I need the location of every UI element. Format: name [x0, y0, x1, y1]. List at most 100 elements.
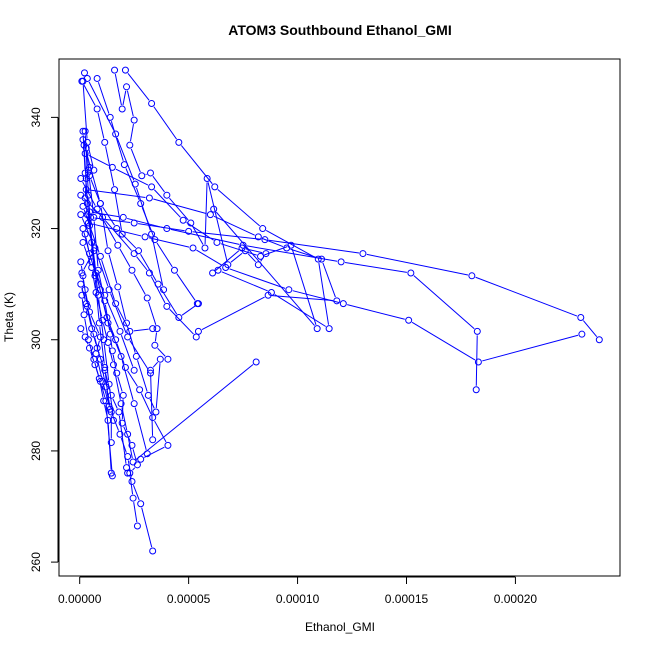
- series-segment: [103, 324, 108, 339]
- series-11: [79, 238, 260, 466]
- data-point: [313, 325, 321, 333]
- data-point: [148, 99, 156, 107]
- data-point: [79, 225, 87, 233]
- series-segment: [127, 438, 133, 459]
- series-segment: [115, 168, 149, 186]
- series-segment: [82, 331, 84, 334]
- data-point: [119, 213, 127, 221]
- data-point: [126, 141, 134, 149]
- data-point: [164, 355, 172, 363]
- y-tick-label: 340: [29, 107, 43, 127]
- data-point: [138, 172, 146, 180]
- data-point: [101, 291, 109, 299]
- data-point: [325, 325, 333, 333]
- data-point: [170, 266, 178, 274]
- data-point: [156, 355, 164, 363]
- data-point: [92, 269, 100, 277]
- data-point: [283, 244, 291, 252]
- series-segment: [213, 215, 255, 236]
- data-point: [261, 236, 269, 244]
- data-point: [91, 244, 99, 252]
- data-point: [96, 377, 104, 385]
- data-point: [577, 314, 585, 321]
- data-point: [113, 369, 121, 377]
- data-point: [254, 233, 262, 241]
- data-point: [129, 494, 137, 502]
- data-point: [77, 258, 85, 266]
- series-layer: [77, 66, 603, 555]
- series-segment: [122, 90, 127, 106]
- data-point: [124, 333, 132, 341]
- data-point: [163, 191, 171, 199]
- data-point: [179, 216, 187, 224]
- series-segment: [114, 193, 122, 231]
- series-segment: [101, 260, 115, 300]
- series-segment: [94, 337, 100, 356]
- series-segment: [366, 253, 469, 276]
- series-segment: [138, 223, 185, 232]
- data-point: [149, 414, 157, 422]
- data-point: [147, 169, 155, 177]
- data-point: [123, 83, 131, 91]
- series-segment: [134, 407, 147, 450]
- series-segment: [220, 243, 257, 256]
- series-segment: [132, 449, 137, 462]
- data-point: [595, 336, 603, 344]
- series-segment: [88, 81, 115, 131]
- data-point: [90, 213, 98, 221]
- series-6: [82, 186, 341, 335]
- y-tick-label: 300: [29, 329, 43, 349]
- data-point: [144, 391, 152, 399]
- data-point: [239, 241, 247, 249]
- data-point: [259, 225, 267, 233]
- series-segment: [150, 276, 166, 304]
- data-point: [104, 339, 112, 347]
- series-segment: [154, 420, 167, 443]
- series-segment: [133, 328, 149, 332]
- data-point: [130, 366, 138, 374]
- series-segment: [86, 151, 90, 172]
- series-segment: [140, 393, 152, 415]
- series-segment: [109, 388, 114, 417]
- data-point: [222, 263, 230, 271]
- series-segment: [181, 305, 196, 316]
- data-point: [147, 366, 155, 374]
- data-point: [130, 400, 138, 408]
- data-point: [77, 211, 85, 219]
- series-segment: [91, 246, 99, 292]
- series-segment: [110, 121, 124, 161]
- data-point: [578, 330, 586, 338]
- data-point: [77, 175, 85, 183]
- series-27: [93, 74, 201, 308]
- series-segment: [90, 315, 100, 334]
- series-26: [78, 77, 126, 238]
- series-segment: [82, 181, 96, 206]
- data-point: [86, 344, 94, 352]
- data-point: [93, 74, 101, 82]
- data-point: [124, 430, 132, 438]
- series-segment: [119, 248, 131, 268]
- plot-area-frame: [58, 58, 621, 577]
- series-segment: [83, 149, 88, 200]
- series-segment: [108, 346, 114, 361]
- series-segment: [127, 326, 136, 353]
- series-segment: [90, 351, 95, 362]
- data-point: [117, 352, 125, 360]
- series-segment: [83, 246, 91, 264]
- series-segment: [291, 248, 317, 325]
- data-point: [206, 211, 214, 219]
- series-segment: [99, 382, 104, 398]
- x-tick-label: 0.00020: [494, 592, 538, 606]
- series-segment: [265, 230, 315, 258]
- series-segment: [230, 252, 243, 263]
- series-segment: [156, 242, 173, 268]
- data-point: [407, 269, 415, 277]
- data-point: [81, 333, 89, 341]
- data-point: [141, 233, 149, 241]
- series-23: [77, 211, 155, 377]
- series-24: [79, 225, 138, 374]
- data-point: [101, 364, 109, 372]
- series-segment: [98, 274, 105, 298]
- series-segment: [130, 148, 141, 173]
